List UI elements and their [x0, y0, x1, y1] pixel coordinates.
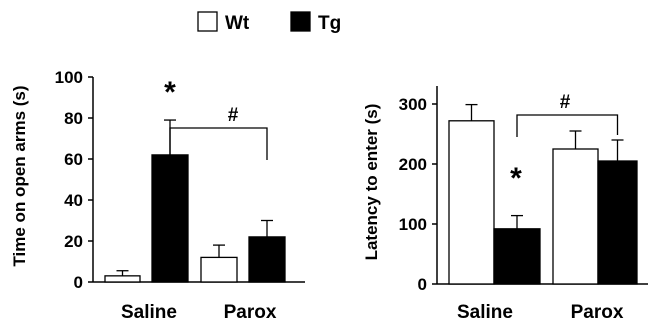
significance-bracket: [169, 127, 268, 164]
y-tick-label: 100: [399, 215, 427, 234]
bar: [151, 154, 189, 283]
bar: [200, 256, 238, 283]
bar: [448, 120, 495, 285]
bar: [248, 236, 286, 283]
bar: [104, 275, 141, 283]
y-tick-label: 100: [55, 68, 83, 87]
annotation-star: *: [510, 162, 522, 195]
legend-swatch-tg: [290, 11, 311, 32]
significance-bracket: [516, 114, 619, 137]
y-axis-title: Latency to enter (s): [362, 104, 381, 261]
y-tick-label: 0: [418, 275, 427, 294]
annotation-hash: #: [560, 92, 571, 113]
y-tick-label: 60: [64, 150, 83, 169]
y-axis-title: Time on open arms (s): [10, 85, 29, 266]
x-tick-label: Saline: [457, 302, 513, 323]
bar: [493, 228, 541, 285]
y-tick-label: 40: [64, 191, 83, 210]
y-tick-label: 200: [399, 155, 427, 174]
annotation-star: *: [164, 76, 176, 109]
y-tick-label: 20: [64, 232, 83, 251]
annotation-hash: #: [228, 105, 239, 126]
legend: Wt Tg: [197, 11, 341, 34]
legend-label-wt: Wt: [225, 13, 250, 34]
legend-swatch-wt: [197, 11, 218, 32]
bar: [597, 160, 638, 285]
x-tick-label: Parox: [571, 302, 624, 323]
y-tick-label: 0: [74, 273, 83, 292]
chart-time-on-open-arms: Time on open arms (s) 0 20 40 60 80 100 Saline…: [10, 68, 305, 323]
x-tick-label: Saline: [121, 302, 177, 323]
y-tick-label: 300: [399, 95, 427, 114]
legend-label-tg: Tg: [318, 13, 341, 34]
y-tick-label: 80: [64, 109, 83, 128]
chart-latency-to-enter: Latency to enter (s) 0 100 200 300 Saline Par…: [362, 86, 648, 323]
x-tick-label: Parox: [224, 302, 277, 323]
bar: [552, 148, 599, 285]
